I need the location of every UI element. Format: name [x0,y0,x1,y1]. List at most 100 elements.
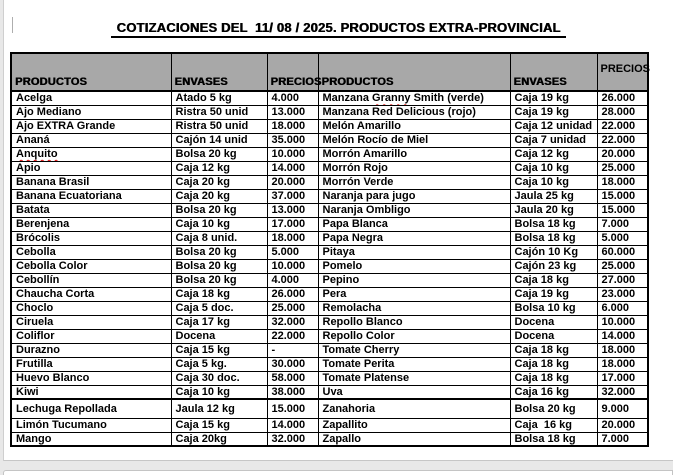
precio-cell: 28.000 [596,104,649,120]
precio-cell: 60.000 [596,244,649,260]
envase-cell: Bolsa 20 kg [170,272,268,288]
precio-cell: 25.000 [266,300,319,316]
envase-cell: Bolsa 10 kg [509,300,598,316]
table-row: Lechuga Repollada Jaula 12 kg 15.000 Zanaho… [10,398,649,419]
product-cell: Cebolla Color [10,258,172,274]
table-row: Coliflor Docena 22.000 Repollo Color Docena 1… [10,328,649,344]
precio-cell: 22.000 [596,118,649,134]
product-cell: Papa Negra [317,230,511,246]
envase-cell: Caja 10 kg [170,216,268,232]
product-cell: Durazno [10,342,172,358]
product-cell: Melón Rocío de Miel [317,132,511,148]
precio-cell: 14.000 [596,328,649,344]
precio-cell: 30.000 [266,356,319,372]
envase-cell: Caja 12 unidad [509,118,598,134]
product-cell: Kiwi [10,384,172,400]
envase-cell: Caja 16 kg [509,384,598,400]
envase-cell: Caja 20 kg [170,188,268,204]
table-row: Banana Brasil Caja 20 kg 20.000 Morrón Verd… [10,174,649,190]
product-cell: Berenjena [10,216,172,232]
product-cell: Naranja Ombligo [317,202,511,218]
table-row: Banana Ecuatoriana Caja 20 kg 37.000 Naranj… [10,188,649,204]
text-cursor [12,17,13,33]
table-row: Apio Caja 12 kg 14.000 Morrón Rojo Caja 10 k… [10,160,649,176]
product-cell: Frutilla [10,356,172,372]
product-cell: Acelga [10,90,172,106]
product-cell: Mango [10,431,172,447]
table-row: Cebollín Bolsa 20 kg 4.000 Pepino Caja 18 kg… [10,272,649,288]
envase-cell: Jaula 20 kg [509,202,598,218]
product-cell: Pitaya [317,244,511,260]
precio-cell: 58.000 [266,370,319,386]
title-row: COTIZACIONES DEL 11/ 08 / 2025. PRODUCTO… [4,19,673,38]
product-cell: Zanahoria [317,398,511,419]
envase-cell: Caja 18 kg [509,370,598,386]
product-cell: Manzana Red Delicious (rojo) [317,104,511,120]
page-title: COTIZACIONES DEL 11/ 08 / 2025. PRODUCTO… [111,20,566,38]
product-cell: Ciruela [10,314,172,330]
envase-cell: Caja 30 doc. [170,370,268,386]
envase-cell: Cajón 10 Kg [509,244,598,260]
header-envases-left: ENVASES [170,52,268,92]
precio-cell: 26.000 [596,90,649,106]
envase-cell: Caja 19 kg [509,90,598,106]
precio-cell: 22.000 [266,328,319,344]
envase-cell: Docena [170,328,268,344]
envase-cell: Jaula 25 kg [509,188,598,204]
table-row: Anquito Bolsa 20 kg 10.000 Morrón Amarillo C… [10,146,649,162]
table-row: Choclo Caja 5 doc. 25.000 Remolacha Bolsa 10… [10,300,649,316]
table-row: Huevo Blanco Caja 30 doc. 58.000 Tomate Pla… [10,370,649,386]
precio-cell: 13.000 [266,104,319,120]
envase-cell: Docena [509,314,598,330]
price-table: PRODUCTOS ENVASES PRECIOS PRODUCTOS ENVA… [10,52,650,447]
precio-cell: 7.000 [596,216,649,232]
precio-cell: 14.000 [266,417,319,433]
envase-cell: Bolsa 20 kg [170,202,268,218]
precio-cell: 15.000 [596,202,649,218]
product-cell: Choclo [10,300,172,316]
product-cell: Manzana Granny Smith (verde) [317,90,511,106]
product-cell: Ajo EXTRA Grande [10,118,172,134]
precio-cell: 7.000 [596,431,649,447]
precio-cell: 38.000 [266,384,319,400]
header-precios-left: PRECIOS [266,52,321,92]
precio-cell: 5.000 [266,244,319,260]
envase-cell: Caja 17 kg [170,314,268,330]
table-body: Acelga Atado 5 kg 4.000 Manzana Granny Smit… [10,90,649,447]
envase-cell: Caja 20 kg [170,174,268,190]
precio-cell: 32.000 [266,314,319,330]
precio-cell: 32.000 [596,384,649,400]
precio-cell: 20.000 [596,146,649,162]
misspelled-word: Anquito [16,148,58,160]
envase-cell: Caja 7 unidad [509,132,598,148]
product-cell: Brócolis [10,230,172,246]
product-cell: Tomate Cherry [317,342,511,358]
precio-cell: 15.000 [266,398,319,419]
product-cell: Banana Brasil [10,174,172,190]
precio-cell: 4.000 [266,272,319,288]
table-row: Brócolis Caja 8 unid. 18.000 Papa Negra Bols… [10,230,649,246]
precio-cell: - [266,342,319,358]
precio-cell: 15.000 [596,188,649,204]
envase-cell: Caja 16 kg [509,417,598,433]
envase-cell: Caja 10 kg [170,384,268,400]
table-row: Cebolla Color Bolsa 20 kg 10.000 Pomelo Cajó… [10,258,649,274]
precio-cell: 35.000 [266,132,319,148]
product-cell: Remolacha [317,300,511,316]
precio-cell: 32.000 [266,431,319,447]
precio-cell: 13.000 [266,202,319,218]
product-cell: Cebollín [10,272,172,288]
precio-cell: 37.000 [266,188,319,204]
product-cell: Papa Blanca [317,216,511,232]
envase-cell: Caja 18 kg [509,342,598,358]
envase-cell: Bolsa 18 kg [509,431,598,447]
envase-cell: Docena [509,328,598,344]
envase-cell: Caja 5 doc. [170,300,268,316]
precio-cell: 5.000 [596,230,649,246]
misspelled-word: Granny [372,92,411,105]
envase-cell: Jaula 12 kg [170,398,268,419]
envase-cell: Caja 8 unid. [170,230,268,246]
precio-cell: 25.000 [596,258,649,274]
precio-cell: 27.000 [596,272,649,288]
product-cell: Chaucha Corta [10,286,172,302]
